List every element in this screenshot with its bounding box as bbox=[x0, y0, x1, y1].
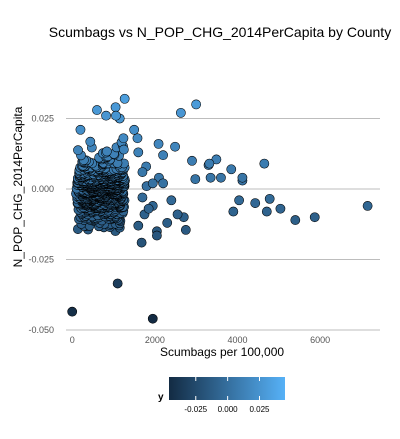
cluster-point bbox=[85, 136, 96, 147]
data-point bbox=[187, 155, 197, 166]
y-axis-title: N_POP_CHG_2014PerCapita bbox=[11, 106, 25, 267]
data-point bbox=[129, 124, 140, 135]
data-point bbox=[110, 102, 121, 113]
data-point bbox=[147, 178, 158, 189]
data-point bbox=[172, 209, 183, 220]
data-point bbox=[211, 154, 222, 165]
legend-tick-label: -0.025 bbox=[184, 405, 207, 414]
data-point bbox=[133, 147, 144, 158]
legend-tick-label: 0.025 bbox=[249, 405, 270, 414]
x-axis-ticks: 0 2000 4000 6000 bbox=[70, 335, 330, 345]
data-point bbox=[132, 133, 143, 144]
y-tick-label: 0.000 bbox=[31, 184, 54, 194]
data-point bbox=[143, 203, 154, 214]
data-point bbox=[309, 212, 320, 223]
y-axis-ticks: -0.050 -0.025 0.000 0.025 bbox=[28, 114, 54, 336]
data-point bbox=[92, 105, 102, 115]
data-point bbox=[228, 206, 239, 217]
cluster-point bbox=[102, 146, 112, 157]
data-point bbox=[250, 198, 261, 208]
legend-ticks: -0.025 0.000 0.025 bbox=[184, 377, 270, 414]
cluster-point bbox=[73, 145, 83, 156]
legend-title: y bbox=[158, 392, 164, 403]
x-tick-label: 2000 bbox=[145, 335, 165, 345]
data-point bbox=[362, 201, 373, 211]
data-point bbox=[153, 139, 164, 149]
data-point bbox=[190, 174, 201, 185]
data-point bbox=[170, 141, 180, 152]
data-point bbox=[119, 93, 130, 104]
data-point bbox=[275, 203, 286, 214]
y-tick-label: 0.025 bbox=[31, 114, 54, 124]
data-point bbox=[204, 158, 215, 169]
data-point bbox=[166, 195, 177, 206]
data-point bbox=[152, 230, 162, 241]
color-legend: y -0.025 0.000 0.025 bbox=[158, 377, 285, 414]
data-point bbox=[136, 237, 147, 248]
data-point bbox=[137, 192, 148, 203]
data-point bbox=[259, 158, 270, 169]
data-point bbox=[237, 172, 248, 183]
chart-title: Scumbags vs N_POP_CHG_2014PerCapita by C… bbox=[49, 24, 391, 40]
data-point bbox=[180, 225, 191, 235]
data-point bbox=[118, 133, 129, 144]
data-point bbox=[205, 172, 216, 183]
data-point bbox=[234, 195, 244, 206]
data-point bbox=[264, 193, 275, 204]
data-point bbox=[162, 217, 173, 228]
data-point bbox=[111, 110, 121, 121]
legend-colorbar bbox=[169, 377, 285, 400]
data-point bbox=[67, 306, 78, 317]
data-point bbox=[147, 313, 158, 324]
data-point bbox=[290, 215, 301, 225]
data-point bbox=[226, 164, 237, 175]
legend-tick-label: 0.000 bbox=[218, 405, 239, 414]
data-point bbox=[216, 172, 226, 183]
data-points bbox=[67, 93, 373, 324]
data-point bbox=[158, 178, 168, 189]
data-point bbox=[158, 150, 168, 161]
data-point bbox=[137, 167, 148, 177]
data-point bbox=[175, 107, 186, 118]
data-point bbox=[261, 206, 272, 217]
data-point bbox=[118, 144, 129, 155]
y-tick-label: -0.025 bbox=[28, 255, 54, 265]
x-tick-label: 4000 bbox=[227, 335, 247, 345]
data-point bbox=[112, 278, 123, 289]
data-point bbox=[133, 220, 144, 231]
data-point bbox=[101, 110, 111, 121]
x-tick-label: 6000 bbox=[310, 335, 330, 345]
data-point bbox=[75, 124, 86, 135]
data-point bbox=[191, 99, 202, 110]
x-axis-title: Scumbags per 100,000 bbox=[160, 345, 284, 359]
x-tick-label: 0 bbox=[70, 335, 75, 345]
y-tick-label: -0.050 bbox=[28, 325, 54, 335]
